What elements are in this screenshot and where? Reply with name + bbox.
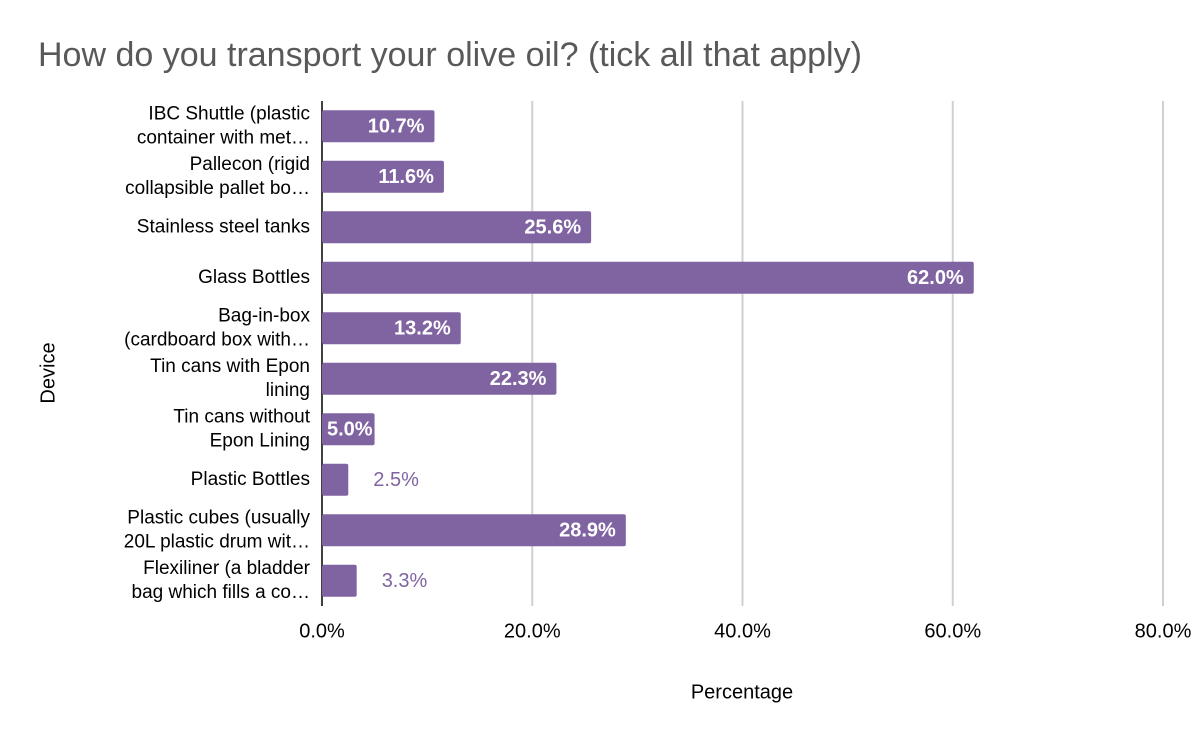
y-tick-label: Stainless steel tanks	[137, 216, 310, 237]
y-axis-title: Device	[37, 342, 59, 403]
bar	[322, 160, 444, 193]
bar	[322, 514, 626, 547]
y-tick-label: Glass Bottles	[198, 267, 310, 288]
bar	[322, 413, 375, 446]
bar	[322, 110, 435, 143]
x-tick-label: 20.0%	[504, 620, 561, 642]
data-label: 11.6%	[378, 166, 434, 188]
y-tick-label: Pallecon (rigid	[190, 154, 310, 175]
y-tick-label: container with met…	[137, 127, 310, 148]
y-tick-label: lining	[266, 380, 310, 401]
y-tick-label: Flexiliner (a bladder	[143, 558, 311, 579]
x-tick-label: 0.0%	[299, 620, 345, 642]
bar	[322, 261, 974, 294]
x-tick-label: 60.0%	[924, 620, 981, 642]
bar	[322, 564, 357, 597]
x-tick-label: 40.0%	[714, 620, 771, 642]
data-label: 3.3%	[382, 570, 428, 592]
data-label: 28.9%	[559, 520, 616, 542]
chart-title: How do you transport your olive oil? (ti…	[38, 36, 862, 74]
data-label: 13.2%	[394, 318, 451, 340]
bar	[322, 312, 461, 345]
data-label: 5.0%	[327, 419, 373, 441]
data-label: 2.5%	[373, 469, 419, 491]
y-tick-label: IBC Shuttle (plastic	[148, 103, 310, 124]
bar	[322, 211, 592, 244]
x-tick-label: 80.0%	[1135, 620, 1192, 642]
data-label: 62.0%	[907, 267, 964, 289]
data-label: 22.3%	[490, 368, 547, 390]
data-label: 10.7%	[368, 116, 425, 138]
data-label: 25.6%	[524, 217, 581, 239]
y-tick-label: bag which fills a co…	[132, 582, 310, 603]
y-tick-label: collapsible pallet bo…	[125, 178, 310, 199]
y-tick-label: (cardboard box with…	[124, 329, 310, 350]
y-tick-label: 20L plastic drum wit…	[124, 531, 310, 552]
x-axis-title: Percentage	[691, 681, 793, 703]
y-tick-label: Epon Lining	[210, 430, 310, 451]
y-tick-label: Plastic cubes (usually	[127, 507, 310, 528]
y-tick-label: Plastic Bottles	[191, 469, 310, 490]
y-tick-label: Tin cans with Epon	[150, 356, 310, 377]
bar	[322, 463, 349, 496]
y-tick-label: Bag-in-box	[218, 305, 310, 326]
y-tick-label: Tin cans without	[173, 406, 310, 427]
bar	[322, 362, 557, 395]
